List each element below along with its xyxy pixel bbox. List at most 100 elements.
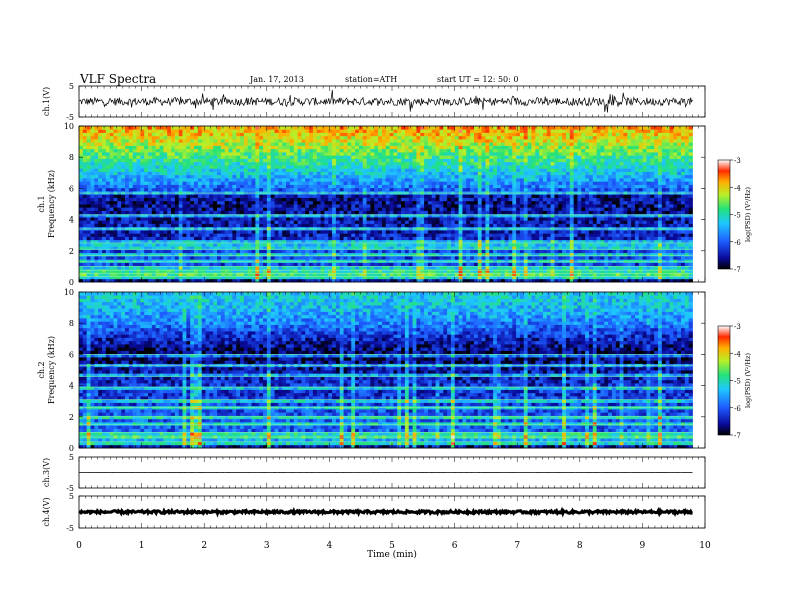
spectrogram-cell — [404, 275, 410, 280]
spectrogram-cell — [661, 275, 667, 280]
spectrogram-cell — [554, 265, 559, 270]
spectrogram-cell — [286, 275, 291, 280]
spectrogram-cell — [140, 181, 145, 185]
spectrogram-cell — [581, 204, 586, 208]
spectrogram-cell — [117, 278, 122, 283]
spectrogram-cell — [178, 223, 183, 228]
spectrogram-cell — [159, 210, 164, 215]
spectrogram-cell — [404, 259, 410, 263]
spectrogram-cell — [324, 252, 329, 257]
spectrogram-cell — [585, 265, 590, 270]
spectrogram-cell — [117, 230, 122, 234]
spectrogram-cell — [355, 197, 360, 202]
spectrogram-cell — [650, 246, 655, 250]
spectrogram-cell — [335, 278, 341, 283]
spectrogram-cell — [240, 269, 245, 273]
spectrogram-cell — [324, 236, 329, 241]
spectrogram-cell — [151, 252, 157, 257]
spectrogram-cell — [186, 269, 191, 273]
spectrogram-cell — [274, 230, 279, 234]
spectrogram-cell — [546, 243, 552, 247]
spectrogram-cell — [148, 223, 153, 228]
spectrogram-cell — [94, 233, 99, 237]
spectrogram-cell — [558, 246, 563, 250]
spectrogram-cell — [573, 272, 578, 276]
spectrogram-cell — [512, 233, 517, 237]
spectrogram-cell — [213, 197, 218, 202]
spectrogram-cell — [251, 217, 256, 221]
spectrogram-cell — [370, 259, 375, 263]
spectrogram-cell — [128, 272, 134, 276]
spectrogram-cell — [128, 233, 134, 237]
spectrogram-cell — [381, 200, 387, 205]
spectrogram-cell — [562, 259, 567, 263]
spectrogram-cell — [155, 178, 160, 182]
spectrogram-cell — [688, 249, 693, 254]
spectrogram-cell — [86, 178, 91, 182]
spectrogram-cell — [305, 243, 310, 247]
spectrogram-cell — [355, 252, 360, 257]
spectrogram-cell — [523, 223, 528, 228]
spectrogram-cell — [519, 272, 525, 276]
spectrogram-cell — [79, 187, 84, 192]
spectrogram-cell — [458, 230, 463, 234]
spectrogram-cell — [569, 207, 575, 211]
spectrogram-cell — [577, 252, 582, 257]
spectrogram-cell — [274, 236, 279, 241]
spectrogram-cell — [562, 220, 567, 224]
spectrogram-cell — [278, 239, 283, 244]
spectrogram-cell — [362, 200, 367, 205]
spectrogram-cell — [205, 239, 210, 244]
spectrogram-cell — [588, 256, 594, 260]
spectrogram-cell — [151, 200, 157, 205]
spectrogram-cell — [94, 194, 99, 198]
spectrogram-cell — [374, 278, 379, 283]
spectrogram-cell — [496, 265, 502, 270]
spectrogram-cell — [454, 233, 459, 237]
spectrogram-cell — [385, 181, 390, 185]
spectrogram-cell — [247, 278, 252, 283]
spectrogram-cell — [581, 252, 586, 257]
spectrogram-cell — [282, 269, 287, 273]
spectrogram-cell — [516, 230, 521, 234]
spectrogram-cell — [596, 256, 601, 260]
spectrogram-cell — [550, 217, 555, 221]
spectrogram-cell — [370, 278, 375, 283]
spectrogram-cell — [370, 207, 375, 211]
spectrogram-cell — [389, 278, 394, 283]
spectrogram-cell — [634, 181, 640, 185]
spectrogram-cell — [255, 262, 260, 267]
spectrogram-cell — [351, 204, 356, 208]
spectrogram-cell — [320, 210, 325, 215]
spectrogram-cell — [159, 259, 164, 263]
spectrogram-cell — [228, 272, 233, 276]
spectrogram-cell — [309, 246, 314, 250]
spectrogram-cell — [174, 178, 180, 182]
spectrogram-cell — [416, 220, 421, 224]
spectrogram-cell — [247, 265, 252, 270]
spectrogram-cell — [381, 181, 387, 185]
spectrogram-cell — [274, 187, 279, 192]
spectrogram-cell — [623, 181, 628, 185]
spectrogram-cell — [343, 213, 348, 218]
spectrogram-cell — [121, 249, 126, 254]
spectrogram-cell — [688, 184, 693, 189]
spectrogram-cell — [634, 272, 640, 276]
spectrogram-cell — [370, 210, 375, 215]
spectrogram-cell — [247, 204, 252, 208]
ch1-ytick-label: -5 — [66, 113, 74, 122]
spectrogram-cell — [94, 220, 99, 224]
spectrogram-cell — [577, 197, 582, 202]
spectrogram-cell — [121, 220, 126, 224]
spectrogram-cell — [312, 181, 318, 185]
spectrogram-cell — [481, 259, 486, 263]
spectrogram-cell — [519, 243, 525, 247]
spectrogram-cell — [661, 239, 667, 244]
spectrogram-cell — [496, 220, 502, 224]
spectrogram-cell — [420, 262, 425, 267]
spectrogram-cell — [546, 236, 552, 241]
spectrogram-cell — [458, 262, 463, 267]
spectrogram-cell — [159, 181, 164, 185]
spectrogram-cell — [190, 207, 195, 211]
spectrogram-cell — [657, 207, 663, 211]
